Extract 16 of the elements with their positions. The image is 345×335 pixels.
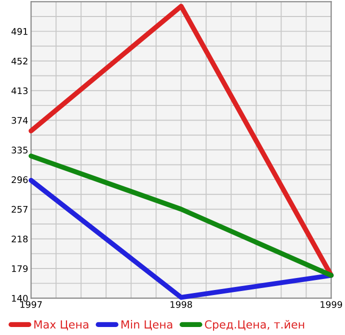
y-tick-label: 218 [12,236,28,242]
y-tick-label: 179 [12,265,28,272]
legend-label: Min Цена [122,320,172,330]
y-tick-label: 335 [12,146,28,154]
y-tick-label: 374 [12,116,28,124]
y-tick-label: 257 [12,206,28,213]
x-tick-label: 1997 [20,301,42,308]
x-tick-label: 1999 [320,301,342,308]
x-tick-label: 1998 [170,301,192,308]
y-tick-label: 413 [11,87,28,94]
y-tick-label: 452 [11,58,28,65]
y-tick-label: 296 [12,176,28,184]
y-tick-label: 140 [12,294,28,302]
y-tick-label: 491 [11,28,28,35]
legend-label: Сред.Цена, т.йен [204,320,304,331]
legend-label: Max Цена [34,320,88,330]
